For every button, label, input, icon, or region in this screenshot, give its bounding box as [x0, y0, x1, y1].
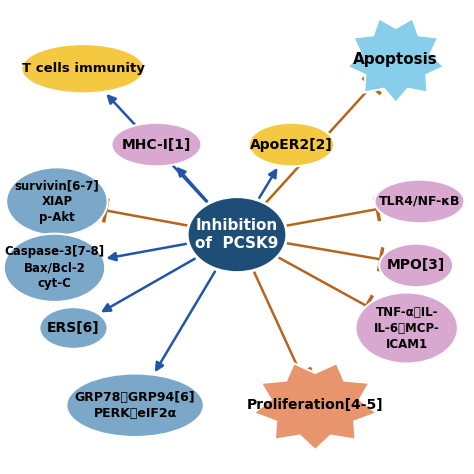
Text: GRP78、GRP94[6]
PERK、eIF2α: GRP78、GRP94[6] PERK、eIF2α [75, 391, 195, 420]
Ellipse shape [356, 292, 458, 364]
Text: TNF-α、IL-
IL-6、MCP-
ICAM1: TNF-α、IL- IL-6、MCP- ICAM1 [374, 306, 439, 350]
Ellipse shape [249, 123, 334, 166]
Ellipse shape [21, 44, 145, 93]
Polygon shape [347, 18, 444, 103]
Text: Apoptosis: Apoptosis [354, 52, 438, 67]
Ellipse shape [374, 180, 465, 223]
Text: ERS[6]: ERS[6] [47, 321, 100, 335]
Text: MHC-I[1]: MHC-I[1] [122, 137, 191, 152]
Ellipse shape [111, 123, 201, 166]
Text: survivin[6-7]
XIAP
p-Akt: survivin[6-7] XIAP p-Akt [15, 179, 99, 224]
Text: Inhibition
of  PCSK9: Inhibition of PCSK9 [195, 219, 279, 251]
Ellipse shape [187, 197, 287, 273]
Ellipse shape [4, 234, 105, 302]
Ellipse shape [66, 374, 204, 437]
Ellipse shape [379, 244, 453, 287]
Text: TLR4/NF-κB: TLR4/NF-κB [379, 195, 460, 208]
Polygon shape [254, 363, 377, 450]
Ellipse shape [6, 167, 108, 236]
Text: Caspase-3[7-8]
Bax/Bcl-2
cyt-C: Caspase-3[7-8] Bax/Bcl-2 cyt-C [4, 246, 105, 290]
Text: T cells immunity: T cells immunity [21, 62, 145, 75]
Text: ApoER2[2]: ApoER2[2] [250, 137, 333, 152]
Ellipse shape [39, 307, 108, 349]
Text: MPO[3]: MPO[3] [387, 258, 445, 273]
Text: Proliferation[4-5]: Proliferation[4-5] [247, 398, 383, 412]
